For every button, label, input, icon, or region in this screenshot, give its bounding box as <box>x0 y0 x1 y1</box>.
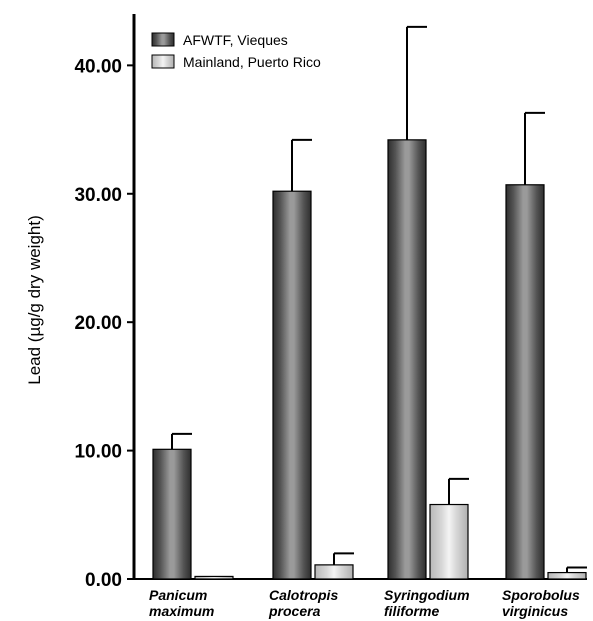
legend-swatch-mainland <box>151 54 175 69</box>
bars <box>152 25 587 580</box>
bar <box>505 184 545 580</box>
legend: AFWTF, Vieques Mainland, Puerto Rico <box>151 32 321 70</box>
bar <box>547 571 587 580</box>
legend-swatch-afwtf <box>151 32 175 47</box>
category-label: Panicum <box>149 587 207 603</box>
category-label: virginicus <box>502 603 568 619</box>
legend-label-afwtf: AFWTF, Vieques <box>183 32 288 48</box>
bar <box>387 139 427 580</box>
bar <box>152 448 192 580</box>
y-tick-label: 0.00 <box>85 570 122 591</box>
y-tick-label: 30.00 <box>74 185 122 206</box>
category-label: Syringodium <box>384 587 470 603</box>
y-tick-label: 10.00 <box>74 442 122 463</box>
category-label: Calotropis <box>269 587 338 603</box>
y-ticks: 0.00 10.00 20.00 30.00 40.00 <box>74 56 134 591</box>
category-label: procera <box>268 603 321 619</box>
bar <box>429 503 469 580</box>
bar <box>314 564 354 580</box>
bar <box>272 190 312 580</box>
y-axis-title: Lead (µg/g dry weight) <box>25 215 44 385</box>
category-label: maximum <box>149 603 214 619</box>
bar <box>194 575 234 580</box>
legend-label-mainland: Mainland, Puerto Rico <box>183 54 321 70</box>
category-label: Sporobolus <box>502 587 580 603</box>
y-tick-label: 20.00 <box>74 313 122 334</box>
y-tick-label: 40.00 <box>74 56 122 77</box>
category-label: filiforme <box>384 603 439 619</box>
